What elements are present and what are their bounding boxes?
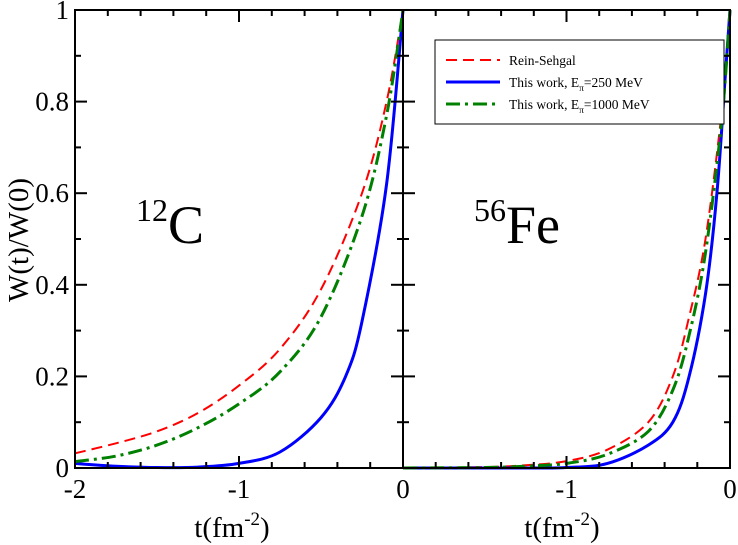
- y-tick-label: 1: [56, 0, 70, 25]
- legend: Rein-Sehgal This work, Eπ=250 MeV This w…: [434, 39, 725, 125]
- y-tick-label: 0.6: [35, 178, 69, 208]
- x-axis-label-right: t(fm-2): [524, 509, 599, 544]
- x-tick-label: 0: [396, 474, 410, 504]
- y-tick-label: 0: [56, 453, 70, 483]
- series-line-panel2-3: [402, 9, 732, 470]
- y-tick-label: 0.2: [35, 361, 69, 391]
- nucleus-label-carbon: 12C: [136, 192, 204, 255]
- x-tick-label: -1: [555, 474, 578, 504]
- x-tick-label: 0: [723, 474, 737, 504]
- series-line-panel1-1: [74, 9, 404, 455]
- x-axis-label-left: t(fm-2): [194, 509, 269, 544]
- y-tick-label: 0.8: [35, 87, 69, 117]
- x-tick-label: -2: [64, 474, 87, 504]
- legend-label-250: This work, Eπ=250 MeV: [509, 75, 643, 94]
- series-line-panel1-3: [74, 9, 405, 464]
- y-tick-label: 0.4: [35, 270, 69, 300]
- y-axis-label: W(t)/W(0): [3, 178, 35, 302]
- x-tick-label: -1: [228, 474, 251, 504]
- nucleus-label-iron: 56Fe: [474, 192, 560, 255]
- legend-label-1000: This work, Eπ=1000 MeV: [509, 97, 650, 116]
- legend-label-rein-sehgal: Rein-Sehgal: [509, 53, 576, 68]
